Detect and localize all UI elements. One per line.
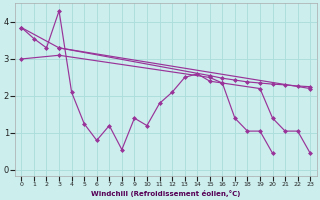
X-axis label: Windchill (Refroidissement éolien,°C): Windchill (Refroidissement éolien,°C)	[91, 190, 241, 197]
